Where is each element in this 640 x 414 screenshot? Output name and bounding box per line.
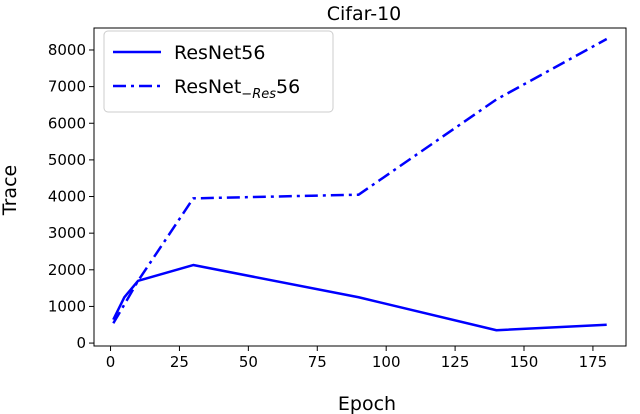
y-tick-label: 6000 [48, 114, 86, 132]
x-tick-label: 0 [106, 353, 116, 371]
legend: ResNet56 ResNet−Res56 [103, 30, 334, 113]
x-tick-label: 50 [239, 353, 258, 371]
y-tick-label: 4000 [48, 188, 86, 206]
y-tick-label: 3000 [48, 224, 86, 242]
legend-label-0: ResNet56 [174, 42, 265, 64]
y-tick-label: 5000 [48, 151, 86, 169]
y-axis-label: Trace [0, 165, 21, 216]
x-tick-label: 125 [441, 353, 470, 371]
legend-box [103, 30, 334, 113]
x-tick-label: 100 [372, 353, 401, 371]
x-tick-label: 150 [510, 353, 539, 371]
y-tick-label: 2000 [48, 261, 86, 279]
series-line-0 [112, 263, 607, 332]
x-tick-label: 175 [579, 353, 608, 371]
y-tick-label: 8000 [48, 41, 86, 59]
legend-label-1: ResNet−Res56 [174, 76, 300, 102]
y-tick-label: 7000 [48, 78, 86, 96]
axis-ticks: 0 25 50 75 100 125 150 175 0 1000 2000 3000 4000 5000… [48, 41, 607, 371]
x-axis-label: Epoch [338, 393, 396, 414]
chart-title: Cifar-10 [327, 3, 402, 25]
y-tick-label: 1000 [48, 297, 86, 315]
y-tick-label: 0 [76, 334, 86, 352]
x-tick-label: 75 [308, 353, 327, 371]
legend-items: ResNet56 ResNet−Res56 [113, 42, 300, 102]
series-line-1 [112, 37, 608, 324]
plot-area-frame [93, 27, 627, 347]
series-lines [112, 37, 608, 332]
x-tick-label: 25 [170, 353, 189, 371]
